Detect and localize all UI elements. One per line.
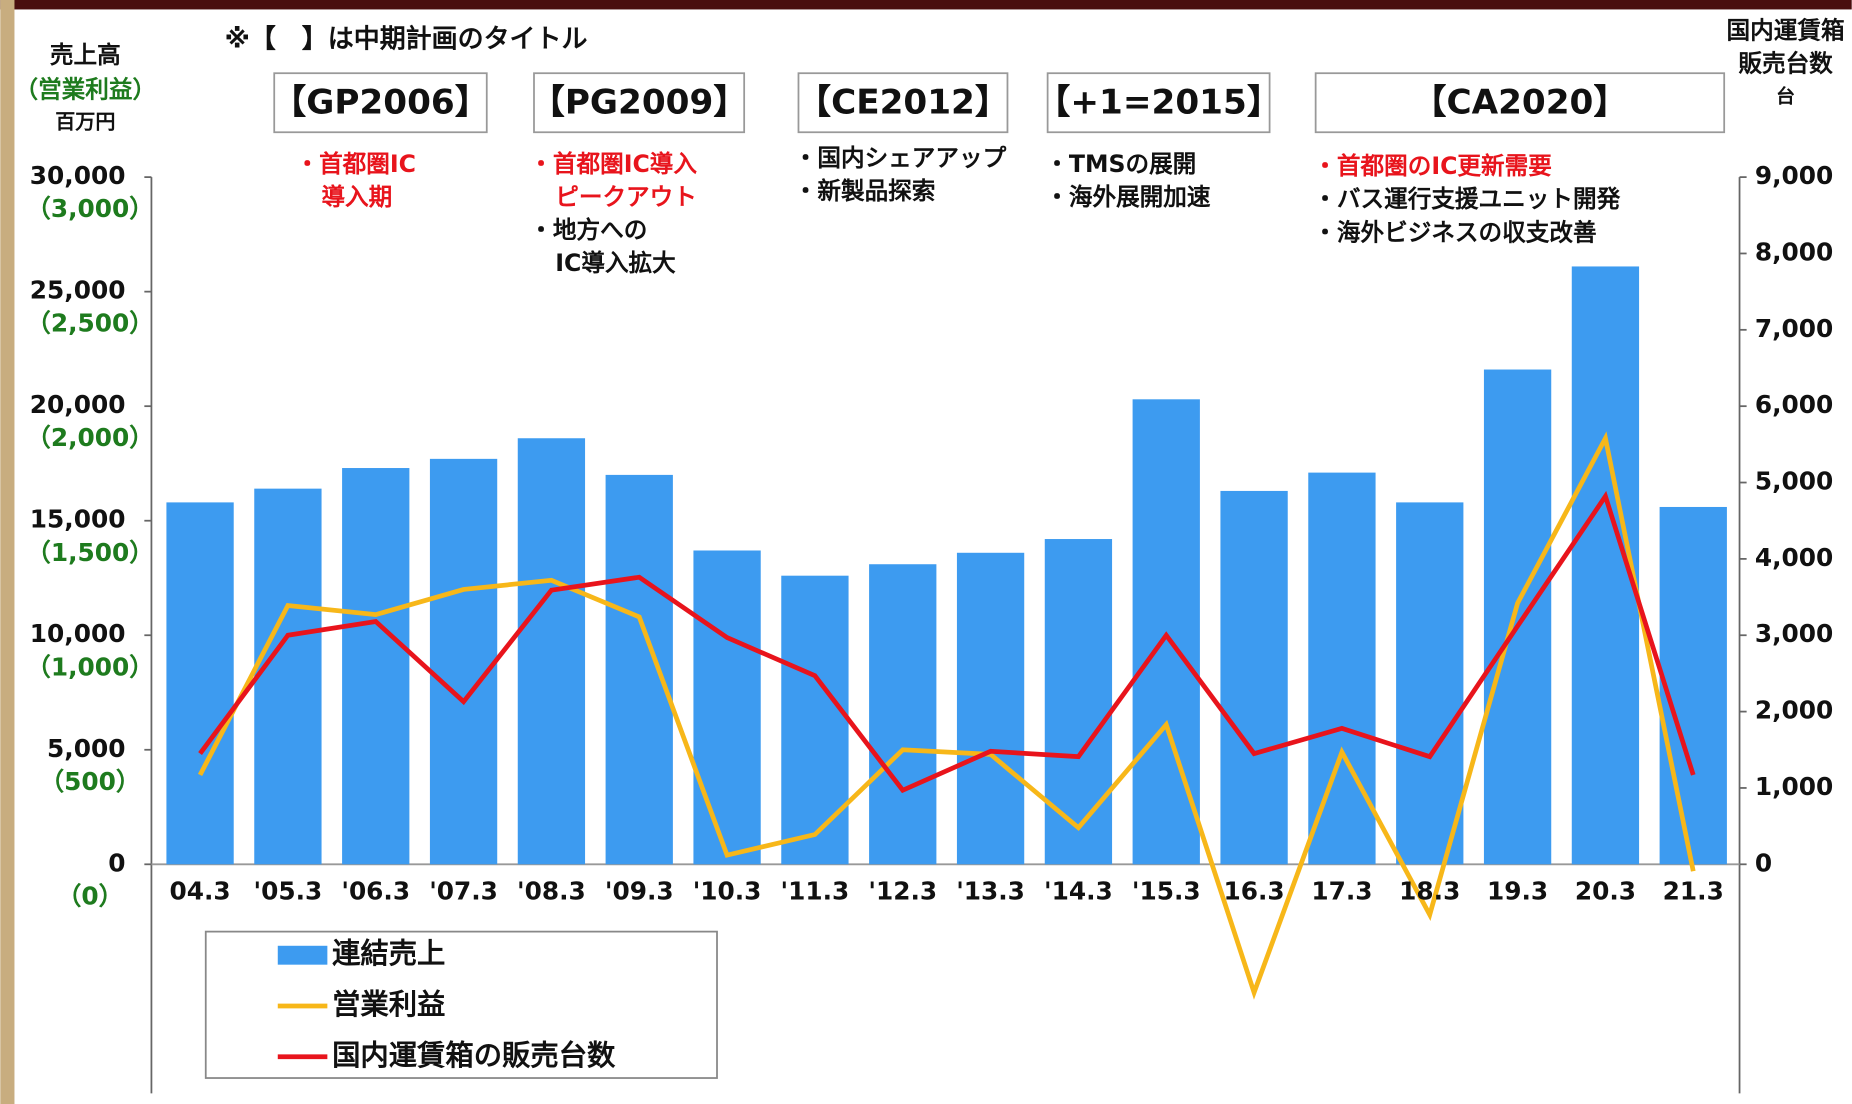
plan-title: 【GP2006】 bbox=[272, 82, 489, 122]
plan-bullet: ピークアウト bbox=[555, 183, 697, 211]
x-tick-label: '14.3 bbox=[1044, 877, 1113, 906]
bar bbox=[254, 488, 322, 865]
plan-box bbox=[1314, 72, 1726, 134]
x-tick-label: '15.3 bbox=[1132, 877, 1201, 906]
y-tick-label: 0 bbox=[108, 848, 125, 877]
x-tick-label: '12.3 bbox=[868, 877, 937, 906]
y3-tick-label: （500） bbox=[39, 767, 140, 796]
y-tick-label: 25,000 bbox=[30, 276, 126, 305]
y3-tick-label: （3,000） bbox=[26, 194, 154, 223]
y3-tick-label: （1,500） bbox=[26, 538, 154, 567]
x-tick-label: 18.3 bbox=[1399, 877, 1460, 906]
plan-bullet: ・バス運行支援ユニット開発 bbox=[1313, 185, 1620, 213]
x-tick-label: 04.3 bbox=[169, 877, 230, 906]
left-axis-title: 売上高 bbox=[50, 41, 121, 69]
plan-bullet: ・首都圏IC導入 bbox=[529, 150, 697, 178]
plan-title: 【CA2020】 bbox=[1412, 82, 1627, 122]
x-tick-label: '06.3 bbox=[341, 877, 410, 906]
bar bbox=[1483, 369, 1552, 865]
plan-bullet: ・国内シェアアップ bbox=[794, 144, 1007, 172]
plan-title: 【CE2012】 bbox=[797, 82, 1009, 122]
bar bbox=[1308, 472, 1376, 865]
x-tick-label: 21.3 bbox=[1663, 877, 1724, 906]
line bbox=[198, 490, 1696, 794]
note: ※【 】は中期計画のタイトル bbox=[225, 24, 588, 55]
plan-bullet: ・首都圏のIC更新需要 bbox=[1313, 152, 1552, 180]
plan-bullet: 導入期 bbox=[321, 183, 392, 211]
bar bbox=[1659, 506, 1727, 865]
x-tick-label: '05.3 bbox=[254, 877, 323, 906]
bar bbox=[1220, 490, 1288, 865]
x-tick-label: '10.3 bbox=[693, 877, 762, 906]
y2-tick-label: 6,000 bbox=[1755, 390, 1833, 419]
bar bbox=[1044, 539, 1113, 865]
bar bbox=[956, 552, 1025, 865]
legend-label: 営業利益 bbox=[332, 988, 445, 1021]
x-tick-label: '08.3 bbox=[517, 877, 586, 906]
left-axis-title: 百万円 bbox=[55, 109, 115, 133]
right-axis-title: 販売台数 bbox=[1738, 49, 1833, 77]
right-axis-title: 国内運賃箱 bbox=[1727, 16, 1845, 44]
y3-tick-label: （0） bbox=[57, 881, 124, 910]
line bbox=[197, 431, 1696, 1000]
plan-box bbox=[273, 72, 488, 134]
x-tick-label: '13.3 bbox=[956, 877, 1025, 906]
y2-tick-label: 8,000 bbox=[1755, 237, 1833, 266]
y-tick-label: 30,000 bbox=[30, 161, 126, 190]
right-axis-title: 台 bbox=[1776, 84, 1795, 107]
y2-tick-label: 9,000 bbox=[1755, 161, 1833, 190]
x-tick-label: 17.3 bbox=[1311, 877, 1372, 906]
plan-box bbox=[533, 72, 746, 134]
y2-tick-label: 5,000 bbox=[1755, 467, 1833, 496]
x-tick-label: 19.3 bbox=[1487, 877, 1548, 906]
x-tick-label: 20.3 bbox=[1575, 877, 1636, 906]
plan-box bbox=[797, 72, 1009, 134]
y3-tick-label: （1,000） bbox=[26, 652, 154, 681]
y2-tick-label: 0 bbox=[1755, 848, 1772, 877]
x-tick-label: 16.3 bbox=[1224, 877, 1285, 906]
plan-bullet: ・首都圏IC bbox=[295, 150, 416, 178]
plan-bullet: ・海外ビジネスの収支改善 bbox=[1313, 218, 1596, 246]
legend-swatch bbox=[277, 945, 328, 965]
bar bbox=[342, 468, 410, 865]
plan-bullet: IC導入拡大 bbox=[555, 249, 676, 277]
y2-tick-label: 4,000 bbox=[1755, 543, 1833, 572]
bar bbox=[517, 438, 586, 865]
left-border bbox=[0, 0, 15, 1104]
bar bbox=[429, 458, 498, 865]
plan-bullet: ・地方への bbox=[529, 216, 647, 244]
y-tick-label: 5,000 bbox=[47, 734, 125, 763]
x-tick-label: '09.3 bbox=[605, 877, 674, 906]
plan-title: 【PG2009】 bbox=[531, 82, 748, 122]
plan-bullet: ・新製品探索 bbox=[794, 177, 936, 205]
x-tick-label: '11.3 bbox=[781, 877, 850, 906]
y2-tick-label: 1,000 bbox=[1755, 772, 1833, 801]
top-border bbox=[0, 0, 1852, 10]
y2-tick-label: 3,000 bbox=[1755, 619, 1833, 648]
bar bbox=[869, 564, 937, 865]
plan-bullet: ・TMSの展開 bbox=[1045, 150, 1196, 178]
plan-bullet: ・海外展開加速 bbox=[1045, 183, 1211, 211]
plan-box bbox=[1046, 72, 1271, 134]
y3-tick-label: （2,000） bbox=[26, 423, 154, 452]
y-tick-label: 20,000 bbox=[30, 390, 126, 419]
plan-title: 【+1=2015】 bbox=[1036, 82, 1281, 122]
left-axis-title: （営業利益） bbox=[14, 75, 156, 103]
legend-label: 国内運賃箱の販売台数 bbox=[332, 1039, 616, 1072]
bar bbox=[693, 550, 761, 865]
bar bbox=[1396, 502, 1464, 865]
legend-label: 連結売上 bbox=[332, 937, 445, 970]
x-tick-label: '07.3 bbox=[429, 877, 498, 906]
bar bbox=[166, 502, 234, 865]
y3-tick-label: （2,500） bbox=[26, 309, 154, 338]
y-tick-label: 10,000 bbox=[30, 619, 126, 648]
y2-tick-label: 7,000 bbox=[1755, 314, 1833, 343]
y2-tick-label: 2,000 bbox=[1755, 696, 1833, 725]
y-tick-label: 15,000 bbox=[30, 505, 126, 534]
bar bbox=[781, 575, 849, 865]
bar bbox=[605, 474, 673, 865]
